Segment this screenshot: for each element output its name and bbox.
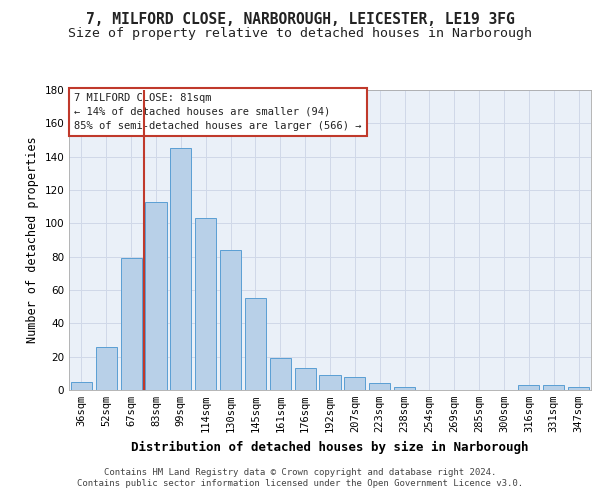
- Bar: [71, 382, 92, 390]
- Bar: [245, 298, 266, 390]
- Bar: [270, 358, 291, 390]
- Bar: [170, 148, 191, 390]
- Text: Size of property relative to detached houses in Narborough: Size of property relative to detached ho…: [68, 28, 532, 40]
- Bar: [568, 386, 589, 390]
- X-axis label: Distribution of detached houses by size in Narborough: Distribution of detached houses by size …: [131, 440, 529, 454]
- Y-axis label: Number of detached properties: Number of detached properties: [26, 136, 39, 344]
- Bar: [543, 385, 564, 390]
- Bar: [121, 258, 142, 390]
- Text: 7 MILFORD CLOSE: 81sqm
← 14% of detached houses are smaller (94)
85% of semi-det: 7 MILFORD CLOSE: 81sqm ← 14% of detached…: [74, 93, 362, 131]
- Text: 7, MILFORD CLOSE, NARBOROUGH, LEICESTER, LE19 3FG: 7, MILFORD CLOSE, NARBOROUGH, LEICESTER,…: [86, 12, 514, 28]
- Bar: [319, 375, 341, 390]
- Bar: [195, 218, 216, 390]
- Bar: [96, 346, 117, 390]
- Bar: [394, 386, 415, 390]
- Bar: [518, 385, 539, 390]
- Bar: [369, 384, 390, 390]
- Bar: [295, 368, 316, 390]
- Text: Contains HM Land Registry data © Crown copyright and database right 2024.
Contai: Contains HM Land Registry data © Crown c…: [77, 468, 523, 487]
- Bar: [145, 202, 167, 390]
- Bar: [220, 250, 241, 390]
- Bar: [344, 376, 365, 390]
